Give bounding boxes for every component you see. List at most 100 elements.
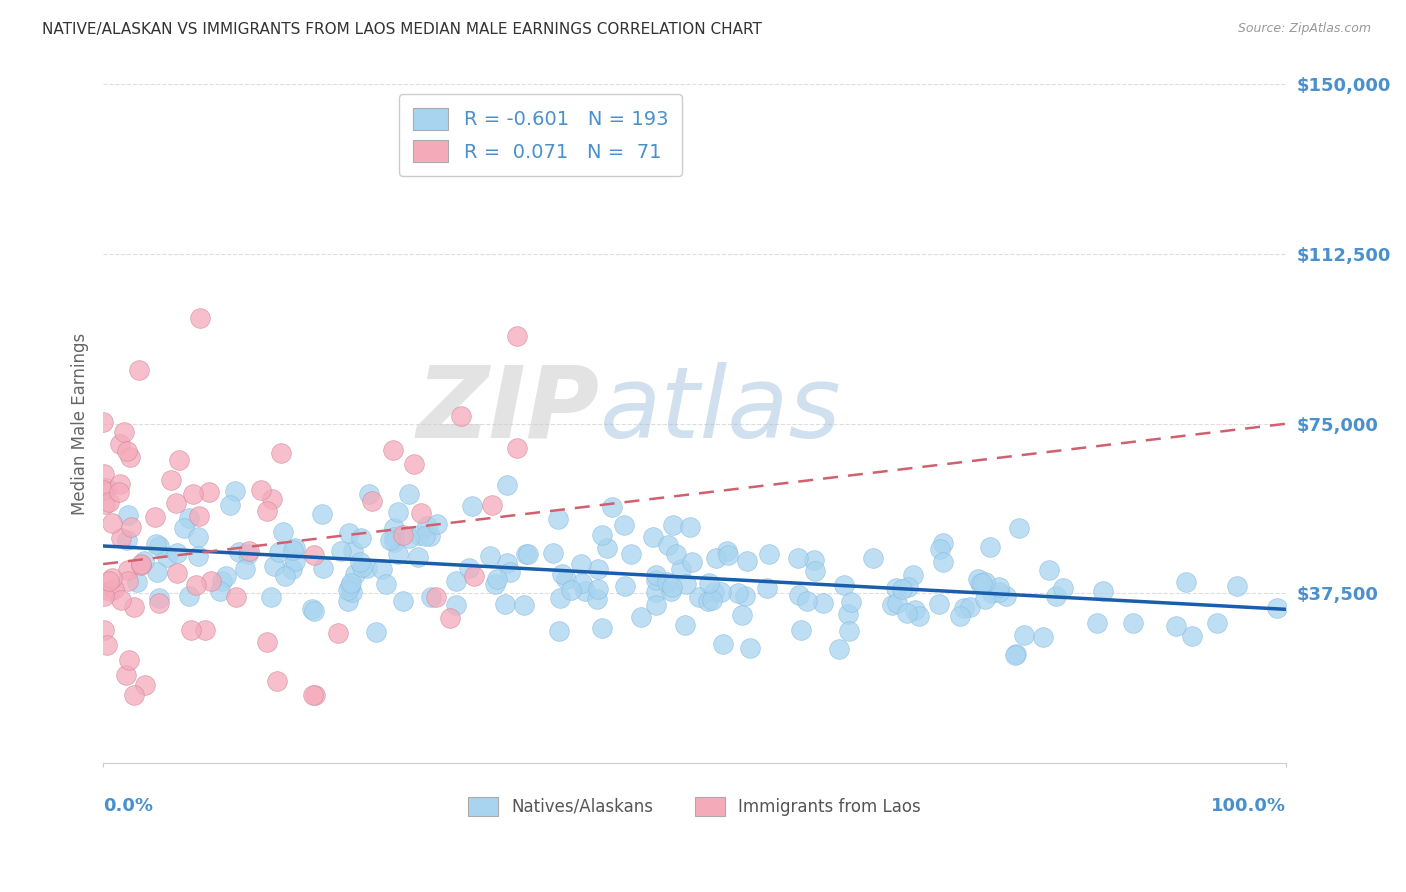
Point: [225, 590, 247, 604]
Point: [143, 510, 166, 524]
Point: [256, 503, 278, 517]
Point: [98, 574, 121, 588]
Point: [101, 516, 124, 530]
Point: [560, 582, 582, 597]
Point: [1181, 629, 1204, 643]
Point: [114, 668, 136, 682]
Point: [886, 596, 908, 610]
Text: atlas: atlas: [600, 362, 841, 458]
Point: [228, 544, 250, 558]
Point: [703, 585, 725, 599]
Point: [339, 578, 361, 592]
Point: [91, 415, 114, 429]
Point: [118, 450, 141, 464]
Text: 100.0%: 100.0%: [1211, 797, 1285, 814]
Point: [513, 599, 536, 613]
Point: [458, 561, 481, 575]
Point: [789, 623, 811, 637]
Point: [973, 592, 995, 607]
Point: [208, 583, 231, 598]
Point: [93, 467, 115, 481]
Point: [391, 528, 413, 542]
Point: [382, 534, 405, 549]
Point: [496, 478, 519, 492]
Point: [834, 578, 856, 592]
Point: [408, 527, 430, 541]
Point: [127, 574, 149, 589]
Point: [302, 688, 325, 702]
Point: [98, 495, 121, 509]
Point: [787, 588, 810, 602]
Point: [236, 547, 259, 561]
Point: [120, 520, 142, 534]
Point: [716, 549, 738, 563]
Point: [266, 674, 288, 689]
Point: [96, 639, 118, 653]
Point: [110, 477, 132, 491]
Point: [506, 441, 529, 455]
Point: [727, 586, 749, 600]
Point: [349, 555, 371, 569]
Point: [959, 600, 981, 615]
Point: [548, 591, 571, 606]
Point: [554, 572, 576, 586]
Point: [481, 498, 503, 512]
Point: [419, 529, 441, 543]
Text: NATIVE/ALASKAN VS IMMIGRANTS FROM LAOS MEDIAN MALE EARNINGS CORRELATION CHART: NATIVE/ALASKAN VS IMMIGRANTS FROM LAOS M…: [42, 22, 762, 37]
Point: [409, 506, 432, 520]
Point: [134, 553, 156, 567]
Point: [426, 517, 449, 532]
Point: [115, 533, 138, 547]
Point: [224, 484, 246, 499]
Point: [755, 581, 778, 595]
Point: [94, 497, 117, 511]
Point: [219, 498, 242, 512]
Point: [350, 531, 373, 545]
Point: [569, 557, 592, 571]
Point: [93, 624, 115, 638]
Point: [613, 579, 636, 593]
Point: [613, 517, 636, 532]
Point: [336, 582, 359, 597]
Point: [953, 601, 976, 615]
Text: Source: ZipAtlas.com: Source: ZipAtlas.com: [1237, 22, 1371, 36]
Point: [271, 524, 294, 539]
Point: [215, 568, 238, 582]
Point: [416, 519, 439, 533]
Point: [392, 594, 415, 608]
Point: [117, 574, 139, 589]
Point: [995, 589, 1018, 603]
Point: [602, 500, 624, 514]
Point: [697, 575, 720, 590]
Point: [673, 618, 696, 632]
Point: [262, 491, 284, 506]
Point: [160, 473, 183, 487]
Point: [115, 444, 138, 458]
Point: [382, 443, 405, 458]
Point: [100, 571, 122, 585]
Point: [979, 540, 1001, 554]
Point: [675, 577, 697, 591]
Point: [108, 437, 131, 451]
Point: [284, 541, 307, 555]
Point: [713, 637, 735, 651]
Point: [425, 590, 447, 604]
Point: [260, 590, 283, 604]
Point: [838, 624, 860, 639]
Point: [620, 547, 643, 561]
Point: [357, 487, 380, 501]
Point: [93, 589, 115, 603]
Point: [118, 653, 141, 667]
Point: [516, 548, 538, 562]
Point: [716, 544, 738, 558]
Point: [301, 602, 323, 616]
Point: [302, 604, 325, 618]
Point: [343, 567, 366, 582]
Point: [804, 564, 827, 578]
Point: [655, 574, 678, 589]
Point: [644, 573, 666, 587]
Point: [112, 425, 135, 440]
Point: [98, 584, 121, 599]
Point: [485, 572, 508, 586]
Point: [591, 527, 613, 541]
